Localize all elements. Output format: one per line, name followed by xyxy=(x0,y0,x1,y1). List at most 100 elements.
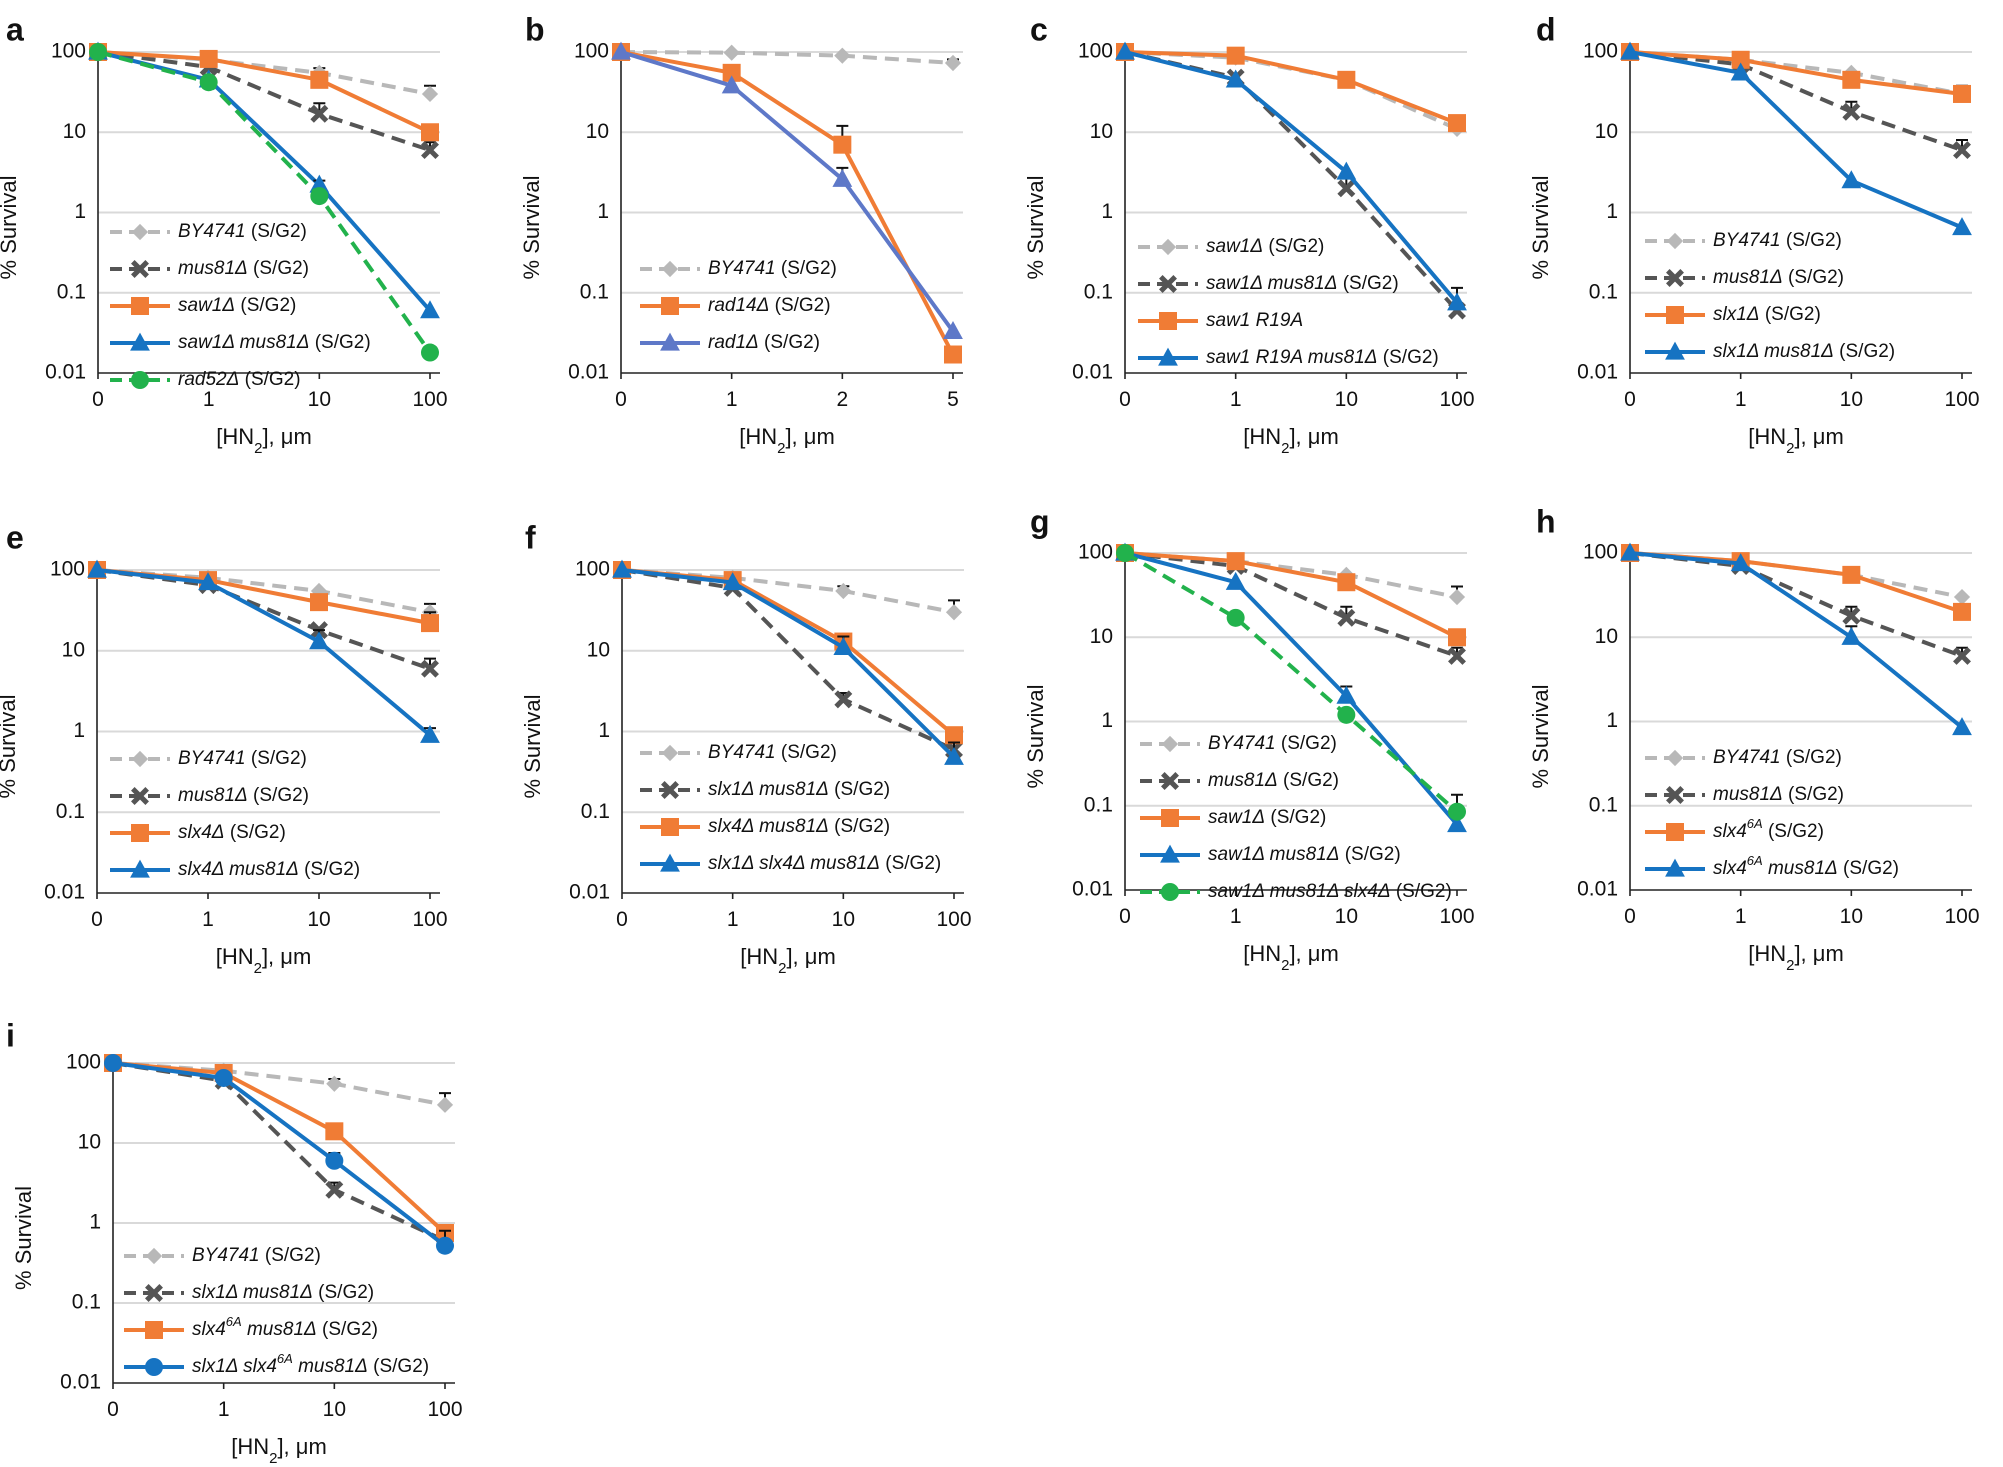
y-tick-label: 0.01 xyxy=(44,881,85,904)
x-tick-label: 2 xyxy=(836,388,848,411)
data-point xyxy=(722,63,741,82)
y-tick-label: 10 xyxy=(1090,120,1113,143)
panel-letter: f xyxy=(525,519,536,555)
panel-f: f 100 10 1 0.1 0.01 0 1 10 100 [HN2], μm % Survival… xyxy=(520,519,972,976)
y-tick-label: 0.1 xyxy=(72,1291,101,1314)
y-tick-label: 0.1 xyxy=(57,280,86,303)
y-tick-label: 100 xyxy=(51,40,86,63)
data-point xyxy=(1115,41,1135,60)
series-saw1-delta-mus81-delta-slx4-delta xyxy=(1116,544,1466,821)
data-point xyxy=(1620,542,1640,561)
x-tick-label: 10 xyxy=(832,908,855,931)
legend-label: saw1Δ mus81Δ (S/G2) xyxy=(1206,273,1399,294)
legend-label: slx1Δ mus81Δ (S/G2) xyxy=(708,779,890,800)
legend-label: rad52Δ (S/G2) xyxy=(178,369,301,390)
y-tick-label: 0.01 xyxy=(60,1371,101,1394)
legend-item: saw1 R19A xyxy=(1138,310,1303,331)
legend-item: saw1Δ mus81Δ (S/G2) xyxy=(1138,273,1399,294)
data-point xyxy=(1730,553,1751,572)
data-point xyxy=(945,726,963,745)
legend-label: BY4741 (S/G2) xyxy=(708,258,837,279)
y-tick-label: 0.01 xyxy=(1072,361,1113,384)
legend-label: rad1Δ (S/G2) xyxy=(708,332,820,353)
x-tick-label: 0 xyxy=(616,908,628,931)
data-point xyxy=(1842,606,1861,625)
x-tick-label: 100 xyxy=(1944,905,1979,928)
legend-item: saw1Δ mus81Δ (S/G2) xyxy=(1140,844,1401,865)
data-point xyxy=(199,49,218,68)
y-tick-label: 1 xyxy=(1606,200,1618,223)
data-point xyxy=(199,73,218,92)
data-point xyxy=(420,724,440,743)
legend-label: BY4741 (S/G2) xyxy=(1713,747,1842,768)
panel-letter: g xyxy=(1030,503,1050,539)
data-point xyxy=(723,44,740,61)
y-tick-label: 0.01 xyxy=(1577,878,1618,901)
data-point xyxy=(943,321,963,340)
x-tick-label: 0 xyxy=(1624,388,1636,411)
data-point xyxy=(310,582,328,600)
data-point xyxy=(421,659,439,678)
legend-label: BY4741 (S/G2) xyxy=(708,742,837,763)
legend-label: rad14Δ (S/G2) xyxy=(708,295,831,316)
legend-label: slx4Δ mus81Δ (S/G2) xyxy=(178,859,360,880)
legend-label: saw1Δ (S/G2) xyxy=(1206,236,1324,257)
series-line xyxy=(112,1061,446,1243)
legend-item: BY4741 (S/G2) xyxy=(640,742,837,763)
y-axis-title: % Survival xyxy=(0,695,20,799)
data-point xyxy=(1337,705,1356,724)
y-tick-label: 1 xyxy=(73,719,85,742)
y-axis-title: % Survival xyxy=(519,176,544,280)
data-point xyxy=(1953,588,1971,606)
legend-marker xyxy=(1666,306,1684,324)
legend-label: slx4Δ mus81Δ (S/G2) xyxy=(708,816,890,837)
y-tick-label: 10 xyxy=(78,1131,101,1154)
x-tick-label: 10 xyxy=(1335,388,1358,411)
legend-label: slx1Δ mus81Δ (S/G2) xyxy=(1713,341,1895,362)
legend-marker xyxy=(1665,858,1685,877)
series-slx4-6a-mus81-delta xyxy=(1620,542,1972,736)
legend-label: slx1Δ slx46A mus81Δ (S/G2) xyxy=(192,1351,429,1377)
legend-label: BY4741 (S/G2) xyxy=(1208,733,1337,754)
data-point xyxy=(87,559,107,578)
x-tick-label: 1 xyxy=(202,908,214,931)
legend-marker xyxy=(131,824,149,842)
y-tick-label: 0.1 xyxy=(581,800,610,823)
data-point xyxy=(310,593,328,612)
legend-marker xyxy=(1666,786,1684,804)
legend-marker xyxy=(145,1358,163,1376)
legend-marker xyxy=(1161,883,1179,901)
series-slx1-delta-mus81-delta xyxy=(104,1054,454,1250)
legend-marker xyxy=(1666,269,1684,287)
x-tick-label: 5 xyxy=(947,388,959,411)
legend-marker xyxy=(1666,232,1684,250)
y-axis-title: % Survival xyxy=(1023,176,1048,280)
panel-letter: a xyxy=(6,11,24,47)
data-point xyxy=(1952,217,1972,236)
y-tick-label: 1 xyxy=(89,1211,101,1234)
y-tick-label: 100 xyxy=(575,558,610,581)
legend-label: BY4741 (S/G2) xyxy=(178,748,307,769)
legend-label: slx46A (S/G2) xyxy=(1713,816,1824,842)
x-tick-label: 0 xyxy=(1119,905,1131,928)
series-slx1-delta-slx4-6a-mus81-delta xyxy=(104,1054,454,1255)
series-line xyxy=(1124,50,1458,125)
legend-label: slx46A mus81Δ (S/G2) xyxy=(1713,853,1899,879)
legend-item: saw1Δ (S/G2) xyxy=(110,295,296,316)
y-tick-label: 1 xyxy=(74,200,86,223)
x-axis-title: [HN2], μm xyxy=(1748,424,1844,457)
data-point xyxy=(944,345,962,364)
legend-item: saw1Δ mus81Δ slx4Δ (S/G2) xyxy=(1140,881,1452,902)
x-tick-label: 10 xyxy=(1840,905,1863,928)
series-mus81-delta xyxy=(1621,544,1971,665)
x-tick-label: 0 xyxy=(1624,905,1636,928)
data-point xyxy=(721,75,742,94)
legend-label: slx1Δ mus81Δ (S/G2) xyxy=(192,1282,374,1303)
y-axis-title: % Survival xyxy=(520,695,545,799)
legend-marker xyxy=(1161,809,1179,827)
data-point xyxy=(1953,602,1971,621)
data-point xyxy=(1116,544,1134,562)
x-tick-label: 1 xyxy=(1230,388,1242,411)
legend-item: rad52Δ (S/G2) xyxy=(110,369,301,390)
series-line xyxy=(620,50,955,356)
